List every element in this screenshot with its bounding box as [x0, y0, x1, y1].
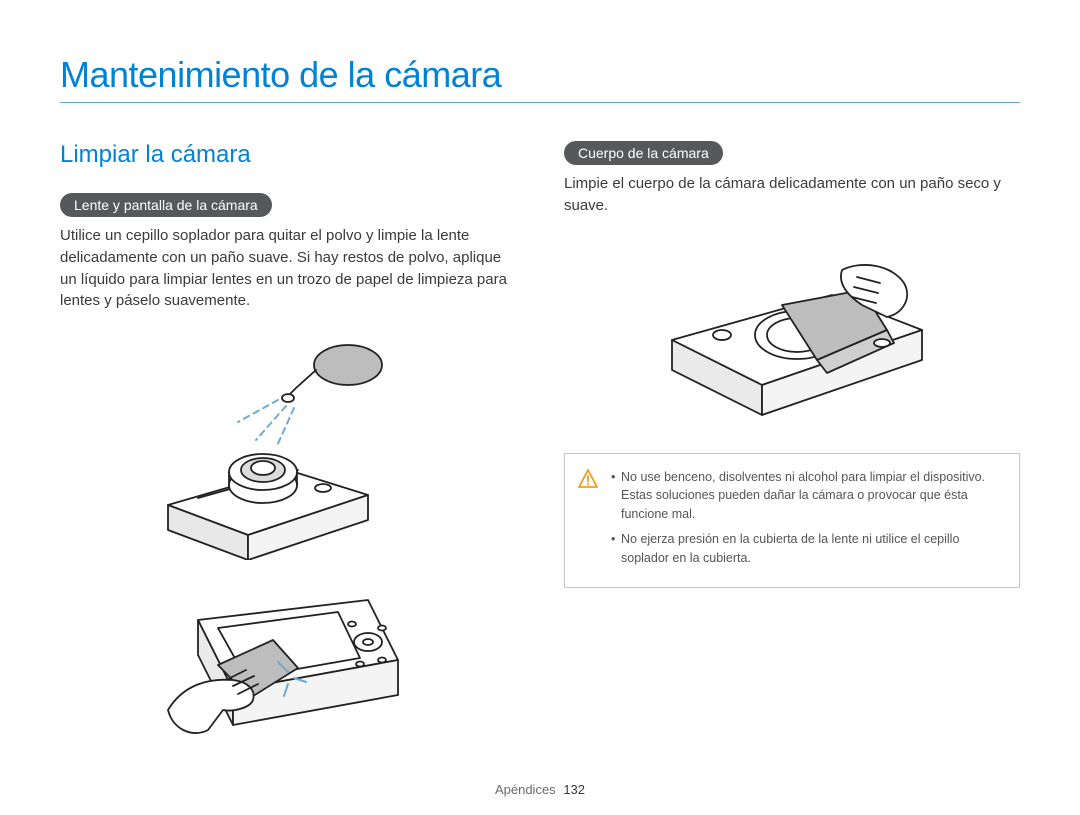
- pill-body: Cuerpo de la cámara: [564, 141, 723, 165]
- footer-page-number: 132: [563, 782, 585, 797]
- illustration-wipe-screen: [138, 570, 438, 750]
- warning-list: No use benceno, disolventes ni alcohol p…: [611, 468, 1003, 574]
- warning-item: No ejerza presión en la cubierta de la l…: [611, 530, 1003, 568]
- content-columns: Limpiar la cámara Lente y pantalla de la…: [60, 141, 1020, 760]
- warning-item: No use benceno, disolventes ni alcohol p…: [611, 468, 1003, 524]
- section-title-clean: Limpiar la cámara: [60, 141, 516, 169]
- right-column: Cuerpo de la cámara Limpie el cuerpo de …: [564, 141, 1020, 760]
- pill-lens-screen: Lente y pantalla de la cámara: [60, 193, 272, 217]
- warning-box: No use benceno, disolventes ni alcohol p…: [564, 453, 1020, 589]
- page-footer: Apéndices 132: [0, 782, 1080, 797]
- page-title: Mantenimiento de la cámara: [60, 54, 1020, 103]
- caution-icon: [577, 468, 599, 490]
- body-text: Limpie el cuerpo de la cámara delicadame…: [564, 173, 1020, 217]
- left-column: Limpiar la cámara Lente y pantalla de la…: [60, 141, 516, 760]
- footer-section: Apéndices: [495, 782, 556, 797]
- lens-screen-text: Utilice un cepillo soplador para quitar …: [60, 225, 516, 312]
- illustration-blower: [138, 330, 438, 560]
- illustration-wipe-body: [632, 235, 952, 425]
